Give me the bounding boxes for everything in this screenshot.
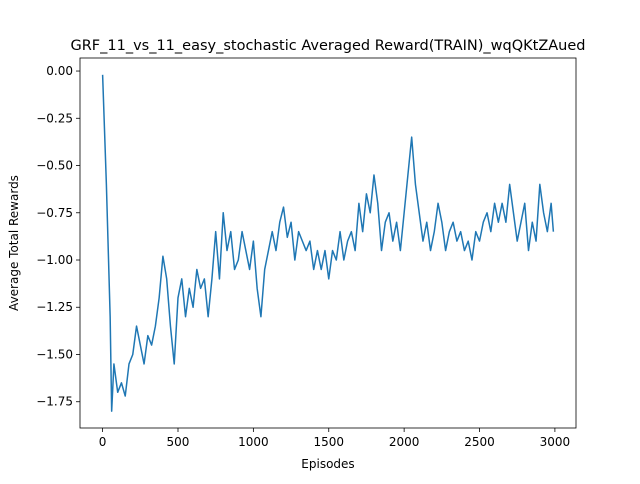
x-tick-label: 2500 [464,435,495,449]
y-tick-label: −0.25 [36,111,73,125]
plot-frame [79,57,577,429]
x-axis-label: Episodes [301,457,354,471]
x-tick-label: 0 [99,435,107,449]
y-tick-label: −1.50 [36,347,73,361]
x-tick-label: 500 [167,435,190,449]
y-tick-label: 0.00 [46,64,73,78]
x-tick-label: 3000 [540,435,571,449]
x-tick-label: 2000 [389,435,420,449]
x-tick-label: 1000 [238,435,269,449]
y-tick-label: −1.25 [36,300,73,314]
line [101,74,555,412]
y-axis-label: Average Total Rewards [7,175,21,311]
y-tick-label: −0.50 [36,159,73,173]
y-tick-label: −0.75 [36,206,73,220]
chart-title: GRF_11_vs_11_easy_stochastic Averaged Re… [70,38,585,54]
y-tick-label: −1.75 [36,395,73,409]
y-tick-label: −1.00 [36,253,73,267]
x-tick-label: 1500 [313,435,344,449]
